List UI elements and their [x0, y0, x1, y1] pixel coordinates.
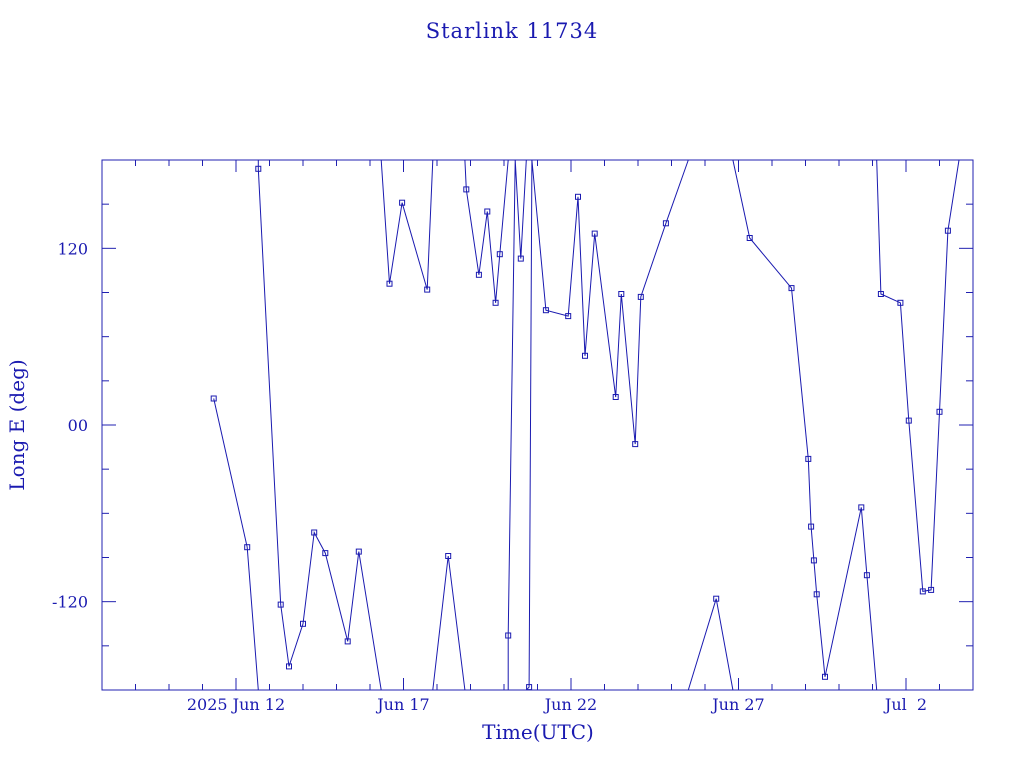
data-point: [612, 394, 619, 400]
series-line-segment: [876, 159, 960, 592]
data-point: [582, 352, 588, 359]
data-point: [662, 220, 669, 227]
y-tick-label: 00: [68, 416, 88, 435]
data-point: [713, 595, 720, 602]
y-axis-label: Long E (deg): [5, 359, 29, 490]
series-line-segment: [213, 398, 259, 691]
x-tick-label: 2025 Jun 12: [187, 695, 285, 714]
data-point: [424, 286, 431, 293]
x-axis-label: Time(UTC): [482, 720, 594, 744]
data-point: [311, 529, 318, 536]
data-point: [591, 230, 598, 237]
data-point: [936, 408, 943, 415]
x-tick-label: Jul 2: [883, 695, 927, 714]
series-layer: [210, 159, 960, 691]
data-point: [813, 591, 820, 598]
data-point: [210, 395, 217, 402]
data-point: [526, 684, 533, 691]
tick-labels-layer: 2025 Jun 12 Jun 17 Jun 22 Jun 27 Jul 2 -120 00…: [52, 239, 927, 714]
data-point: [475, 271, 482, 278]
data-point: [822, 673, 828, 680]
data-point: [746, 235, 753, 241]
data-point: [858, 504, 865, 511]
series-line-segment: [257, 160, 382, 691]
data-point: [618, 291, 625, 297]
data-point: [517, 255, 524, 262]
chart-title: Starlink 11734: [426, 19, 599, 43]
data-point: [810, 557, 817, 564]
data-point: [928, 586, 935, 593]
data-point: [877, 291, 884, 297]
plot-frame: [101, 159, 974, 691]
ticks-layer: [102, 159, 973, 691]
data-point: [484, 208, 491, 215]
data-point: [463, 186, 470, 193]
data-point: [286, 663, 292, 670]
data-point: [399, 199, 406, 206]
data-point: [496, 251, 503, 258]
data-point: [386, 280, 393, 287]
x-tick-label: Jun 17: [375, 695, 429, 714]
series-line-segment: [687, 598, 734, 691]
data-point: [445, 553, 452, 559]
x-tick-label: Jun 27: [710, 695, 764, 714]
data-point: [344, 638, 351, 645]
x-tick-label: Jun 22: [543, 695, 597, 714]
data-point: [542, 307, 549, 314]
y-tick-label: 120: [57, 239, 88, 258]
series-line-segment: [380, 159, 434, 290]
data-point: [244, 544, 251, 551]
data-point: [300, 620, 306, 627]
data-point: [492, 299, 499, 306]
data-point: [632, 441, 639, 448]
series-line-segment: [507, 159, 527, 690]
data-point: [808, 523, 815, 530]
data-point: [905, 417, 912, 424]
data-point: [788, 285, 795, 292]
series-line-segment: [732, 159, 878, 691]
y-tick-label: -120: [52, 593, 88, 612]
data-point: [255, 165, 262, 172]
data-point: [355, 548, 362, 555]
data-point: [805, 455, 812, 462]
data-point: [637, 293, 644, 300]
series-line-segment: [464, 159, 509, 303]
series-line-segment: [432, 555, 466, 691]
data-point: [277, 601, 284, 608]
data-point: [565, 313, 572, 320]
data-point: [575, 193, 581, 200]
data-point: [897, 299, 904, 306]
data-point: [944, 227, 951, 234]
data-point: [322, 550, 329, 557]
data-point: [863, 572, 870, 579]
series-line-segment: [525, 159, 689, 691]
data-point: [919, 588, 926, 595]
data-point: [505, 632, 512, 639]
